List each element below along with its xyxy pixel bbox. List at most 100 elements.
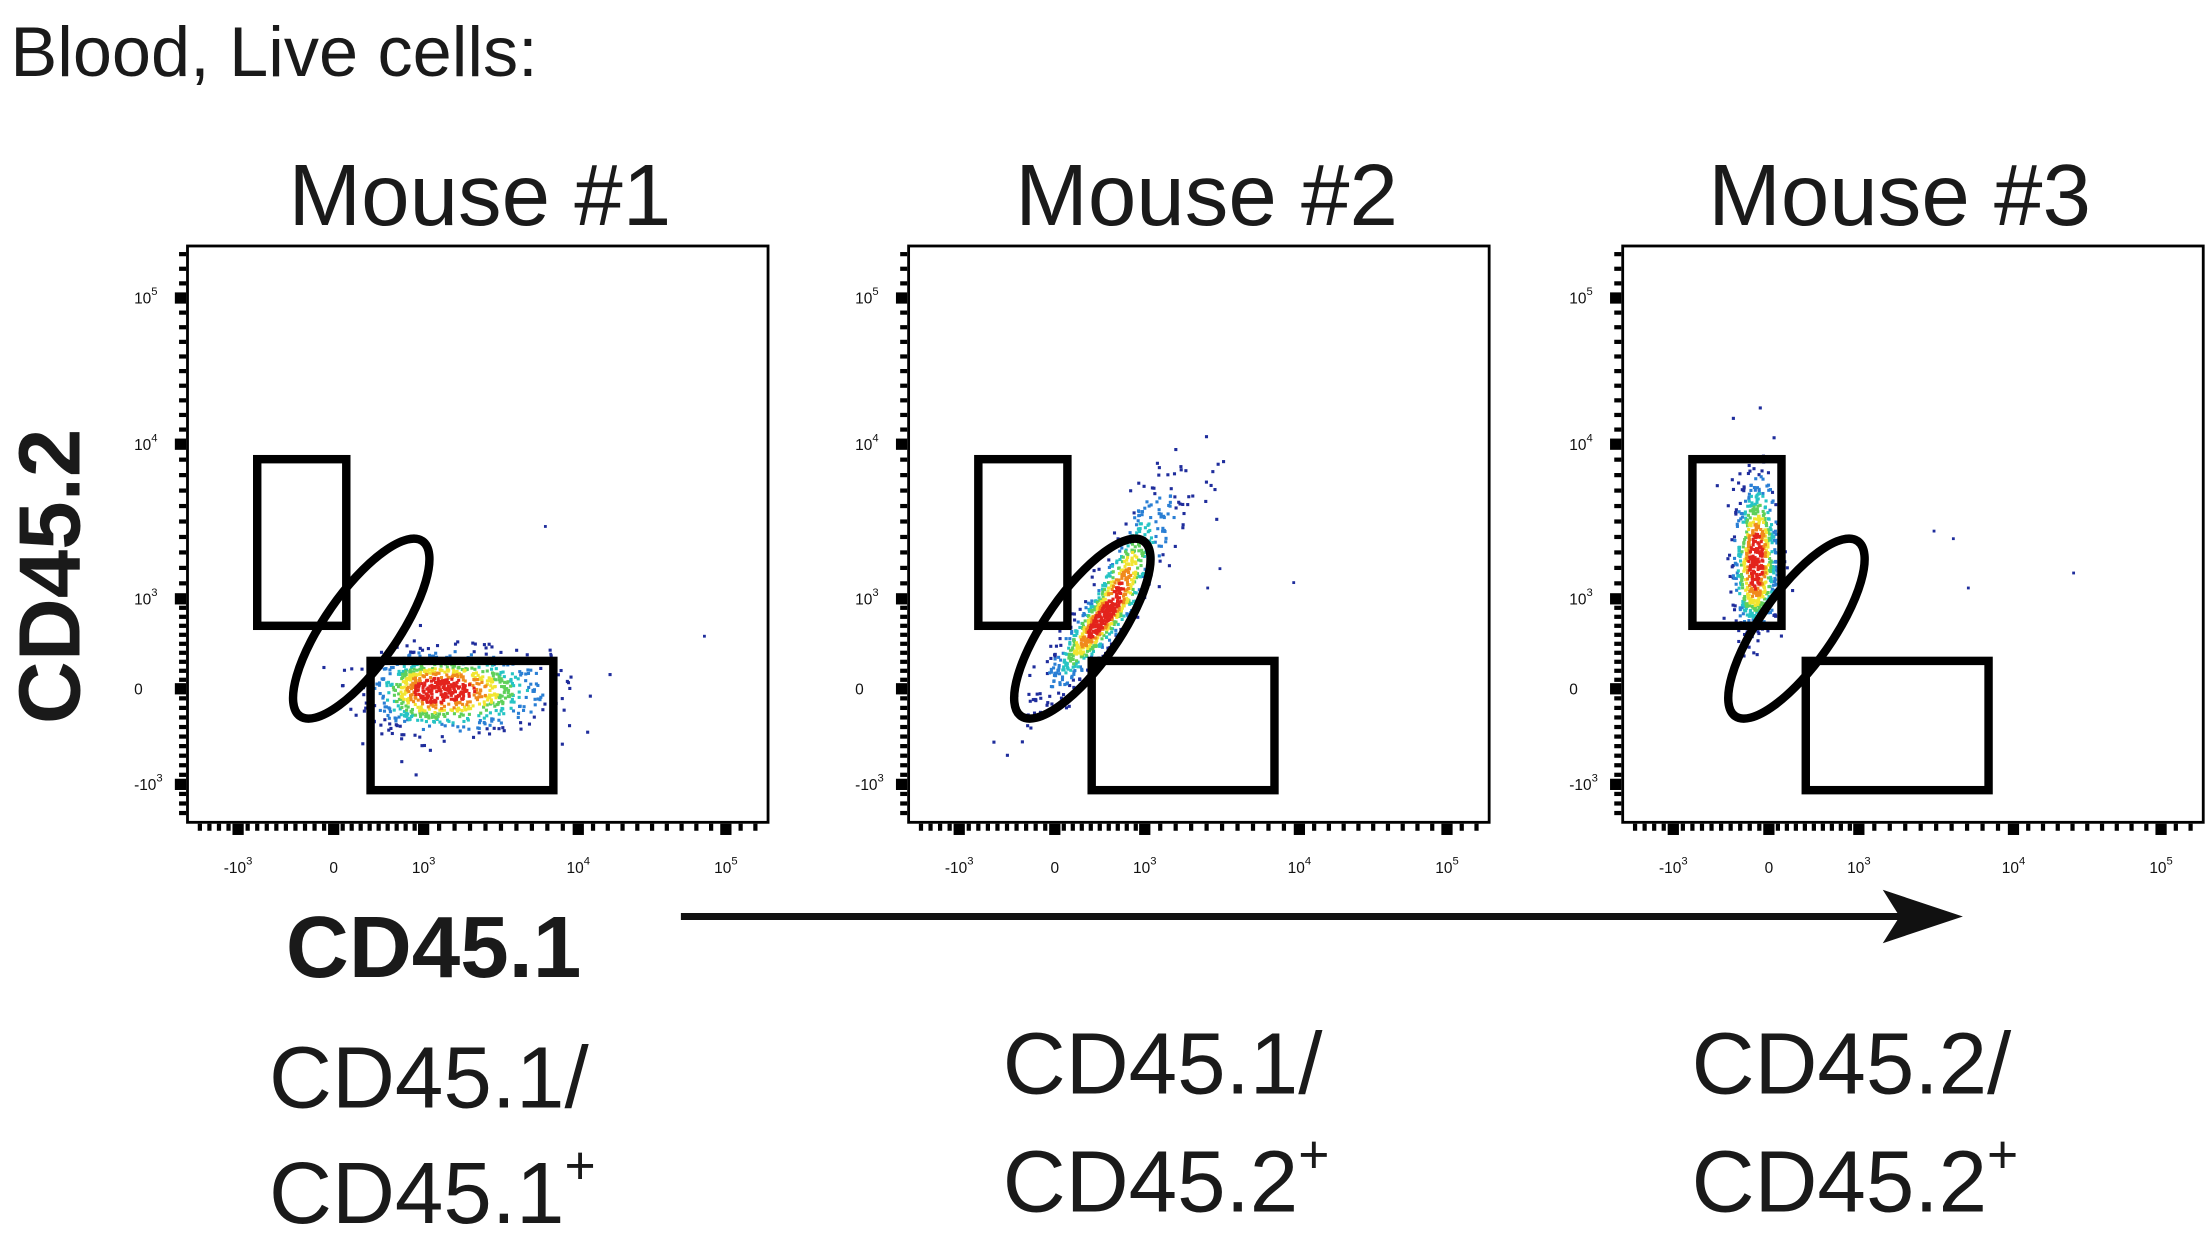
event-dot (513, 675, 518, 679)
x-tick-mark (197, 823, 202, 831)
event-dot (407, 716, 411, 720)
event-dot (1741, 520, 1745, 524)
event-dot (1746, 604, 1750, 608)
axis-ticks (895, 252, 1479, 835)
y-tick-mark (179, 772, 187, 777)
event-dot (459, 712, 463, 716)
event-dot (1069, 656, 1074, 660)
event-dot (1097, 627, 1101, 631)
event-dot (512, 700, 516, 704)
x-tick-mark (1775, 823, 1780, 831)
y-tick-mark (895, 438, 908, 450)
event-dot (1129, 584, 1133, 588)
event-dot (493, 704, 497, 708)
event-dot (404, 670, 408, 674)
event-dot (459, 675, 463, 679)
event-dot (1164, 540, 1168, 544)
event-dot (490, 663, 495, 667)
event-dot (1117, 578, 1121, 582)
event-dot (451, 721, 455, 725)
y-tick-mark (174, 683, 187, 695)
event-dot (1739, 552, 1743, 556)
event-dot (458, 729, 462, 733)
event-dot (1085, 630, 1089, 634)
event-dot (1112, 531, 1117, 535)
event-dot (1120, 560, 1125, 564)
x-tick-mark (1385, 823, 1391, 831)
y-tick-mark (895, 683, 908, 695)
event-dot (1182, 511, 1186, 516)
event-dot (459, 690, 463, 694)
event-dot (1745, 553, 1749, 557)
event-dot (389, 726, 393, 731)
event-dot (1773, 550, 1777, 555)
event-dot (529, 710, 533, 714)
y-tick-mark (1614, 503, 1622, 509)
x-tick-mark (1934, 823, 1939, 831)
event-dot (1738, 559, 1743, 563)
event-dot (1113, 602, 1117, 606)
event-dot (401, 672, 405, 676)
event-dot (500, 684, 504, 689)
event-dot (1120, 581, 1124, 585)
event-dot (458, 692, 462, 696)
event-dot (1747, 492, 1751, 496)
event-dot (1772, 571, 1776, 575)
event-dot (1756, 541, 1760, 545)
event-dot (1123, 564, 1127, 568)
event-dot (482, 705, 486, 709)
event-dot (1088, 627, 1093, 631)
y-tick-mark (1614, 565, 1622, 571)
event-dot (429, 699, 433, 703)
event-dot (403, 685, 407, 689)
x-tick-mark (1106, 823, 1111, 831)
event-dot (478, 688, 483, 692)
event-dot (1134, 523, 1139, 527)
event-dot (1753, 577, 1757, 582)
event-dot (1174, 506, 1178, 510)
event-dot (511, 709, 516, 713)
event-dot (1756, 504, 1760, 508)
event-dot (539, 666, 543, 670)
x-tick-mark (1995, 823, 2001, 831)
event-dot (1054, 671, 1059, 675)
event-dot (1763, 516, 1767, 521)
event-dot (405, 714, 409, 718)
gates (974, 454, 1279, 795)
y-tick-label: 105 (134, 286, 157, 307)
event-dot (1058, 681, 1062, 685)
event-dot (1773, 583, 1777, 587)
event-dot (1747, 527, 1751, 532)
event-dot (493, 692, 497, 696)
y-tick-mark (900, 310, 908, 315)
event-dot (1222, 460, 1226, 464)
event-dot (414, 696, 418, 700)
event-dot (1089, 623, 1093, 627)
event-dot (433, 667, 437, 671)
event-dot (495, 672, 499, 676)
event-dot (411, 713, 415, 717)
x-tick-mark (1115, 823, 1120, 831)
x-tick-mark (720, 823, 732, 835)
event-dot (1745, 581, 1749, 585)
event-dot (1754, 526, 1758, 530)
y-tick-mark (179, 473, 187, 478)
y-tick-mark (179, 534, 187, 540)
event-dot (1076, 643, 1080, 647)
event-dot (471, 683, 475, 688)
y-tick-mark (900, 488, 908, 493)
event-dot (430, 696, 434, 700)
event-dot (1063, 682, 1067, 687)
event-dot (1080, 645, 1084, 649)
x-tick-mark (1709, 823, 1714, 831)
event-dot (454, 695, 458, 699)
event-dot (1104, 625, 1108, 629)
event-dot (1089, 604, 1093, 609)
event-dot (1769, 528, 1773, 532)
event-dot (1058, 683, 1062, 687)
event-dot (1071, 657, 1075, 662)
event-dot (1757, 596, 1761, 600)
event-dot (449, 683, 453, 687)
event-dot (1764, 530, 1768, 534)
